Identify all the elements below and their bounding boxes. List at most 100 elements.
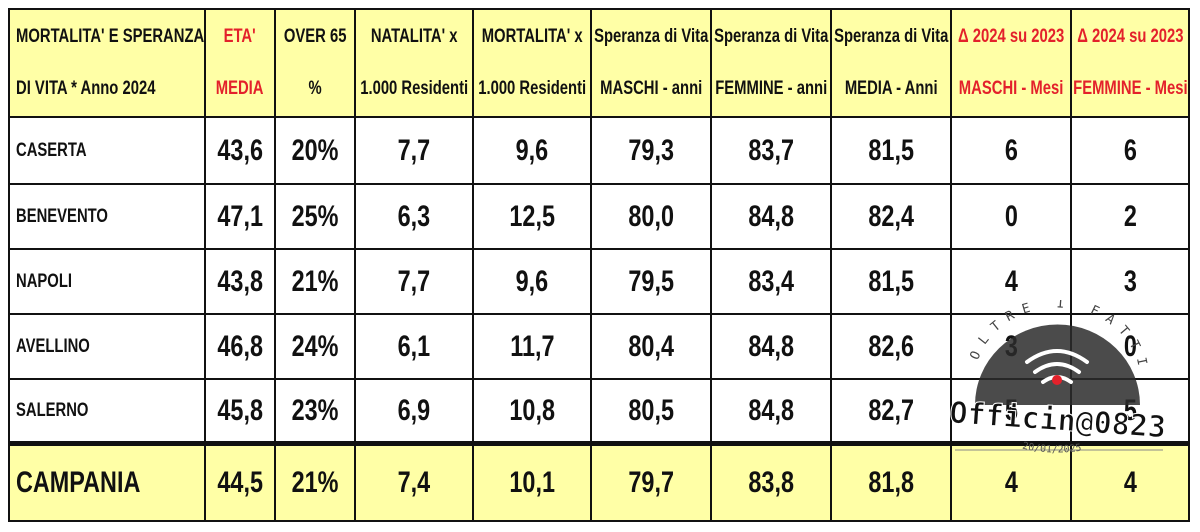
header-line: MASCHI - Mesi: [958, 78, 1064, 99]
value-cell: 10,8: [474, 380, 592, 446]
cell-text: 80,4: [628, 329, 674, 363]
header-text: Speranza di Vita MASCHI - anni: [594, 11, 708, 115]
value-cell: 2: [1072, 185, 1190, 250]
watermark: OLTRE I FATTI Officin@0823 20/01/2025: [948, 300, 1168, 456]
cell-text: 82,4: [868, 199, 914, 233]
cell-text: 43,8: [217, 264, 263, 298]
value-cell: 84,8: [712, 380, 832, 446]
cell-text: 7,4: [397, 466, 431, 499]
cell-text: 4: [1004, 466, 1018, 499]
header-line: 1.000 Residenti: [360, 78, 468, 99]
value-cell: 82,7: [832, 380, 952, 446]
value-cell: 7,7: [356, 118, 474, 185]
cell-text: 6,9: [397, 393, 431, 427]
row-label: AVELLINO: [8, 315, 206, 380]
value-cell: 6,3: [356, 185, 474, 250]
header-line: Δ 2024 su 2023: [957, 26, 1065, 47]
value-cell: 21%: [276, 446, 356, 522]
cell-text: 45,8: [217, 393, 263, 427]
cell-text: 79,7: [628, 466, 674, 499]
header-text: Δ 2024 su 2023 FEMMINE - Mesi: [1073, 11, 1187, 115]
row-label: SALERNO: [8, 380, 206, 446]
cell-text: 81,5: [868, 133, 914, 167]
row-label: BENEVENTO: [8, 185, 206, 250]
header-line: MEDIA - Anni: [844, 78, 938, 99]
header-text: NATALITA' x 1.000 Residenti: [360, 11, 468, 115]
cell-text: 83,4: [748, 264, 794, 298]
row-label: CAMPANIA: [8, 446, 206, 522]
cell-text: 84,8: [748, 199, 794, 233]
value-cell: 82,4: [832, 185, 952, 250]
cell-text: 6: [1004, 133, 1018, 167]
value-cell: 83,7: [712, 118, 832, 185]
value-cell: 24%: [276, 315, 356, 380]
cell-text: 81,8: [868, 466, 914, 499]
cell-text: 6: [1123, 133, 1137, 167]
row-label: NAPOLI: [8, 250, 206, 315]
value-cell: 9,6: [474, 118, 592, 185]
cell-text: NAPOLI: [16, 270, 72, 292]
value-cell: 7,7: [356, 250, 474, 315]
cell-text: 6,3: [397, 199, 431, 233]
cell-text: 43,6: [217, 133, 263, 167]
cell-text: CAMPANIA: [16, 466, 141, 499]
value-cell: 44,5: [206, 446, 276, 522]
value-cell: 43,6: [206, 118, 276, 185]
header-line: Speranza di Vita: [833, 26, 949, 47]
cell-text: 10,8: [509, 393, 555, 427]
value-cell: 79,5: [592, 250, 712, 315]
cell-text: 12,5: [509, 199, 555, 233]
cell-text: AVELLINO: [16, 335, 90, 357]
value-cell: 6,1: [356, 315, 474, 380]
value-cell: 4: [952, 250, 1072, 315]
cell-text: 24%: [291, 329, 339, 363]
header-cell: MORTALITA' E SPERANZA DI VITA * Anno 2024: [8, 8, 206, 118]
cell-text: 81,5: [868, 264, 914, 298]
header-line: %: [308, 78, 322, 99]
header-text: Δ 2024 su 2023 MASCHI - Mesi: [958, 11, 1064, 115]
cell-text: 9,6: [515, 133, 549, 167]
header-cell: Δ 2024 su 2023 FEMMINE - Mesi: [1072, 8, 1190, 118]
cell-text: 11,7: [509, 329, 555, 363]
value-cell: 6: [1072, 118, 1190, 185]
header-text: ETA' MEDIA: [216, 11, 264, 115]
value-cell: 20%: [276, 118, 356, 185]
header-cell: Speranza di Vita MASCHI - anni: [592, 8, 712, 118]
header-line: Δ 2024 su 2023: [1076, 26, 1184, 47]
cell-text: 9,6: [515, 264, 549, 298]
header-line: MEDIA: [216, 78, 264, 99]
logo-date: 20/01/2025: [1021, 441, 1082, 456]
row-label: CASERTA: [8, 118, 206, 185]
cell-text: 84,8: [748, 393, 794, 427]
cell-text: 7,7: [397, 264, 431, 298]
header-line: 1.000 Residenti: [478, 78, 586, 99]
value-cell: 0: [952, 185, 1072, 250]
cell-text: SALERNO: [16, 399, 89, 421]
value-cell: 84,8: [712, 185, 832, 250]
logo-date-path: 20/01/2025: [1021, 441, 1082, 456]
cell-text: 2: [1123, 199, 1137, 233]
cell-text: 7,7: [397, 133, 431, 167]
cell-text: 20%: [291, 133, 339, 167]
cell-text: 83,8: [748, 466, 794, 499]
header-cell: NATALITA' x 1.000 Residenti: [356, 8, 474, 118]
header-cell: OVER 65%: [276, 8, 356, 118]
value-cell: 3: [1072, 250, 1190, 315]
value-cell: 11,7: [474, 315, 592, 380]
cell-text: 4: [1123, 466, 1137, 499]
cell-text: 82,6: [868, 329, 914, 363]
header-line: Speranza di Vita: [593, 26, 709, 47]
cell-text: 0: [1004, 199, 1018, 233]
header-text: Speranza di Vita FEMMINE - anni: [714, 11, 828, 115]
value-cell: 4: [1072, 446, 1190, 522]
cell-text: 25%: [291, 199, 339, 233]
header-line: FEMMINE - anni: [715, 78, 827, 99]
cell-text: 4: [1004, 264, 1018, 298]
header-text: Speranza di Vita MEDIA - Anni: [834, 11, 948, 115]
value-cell: 4: [952, 446, 1072, 522]
header-line: ETA': [223, 26, 257, 47]
cell-text: 21%: [291, 466, 339, 499]
header-line: MORTALITA' x: [481, 26, 583, 47]
